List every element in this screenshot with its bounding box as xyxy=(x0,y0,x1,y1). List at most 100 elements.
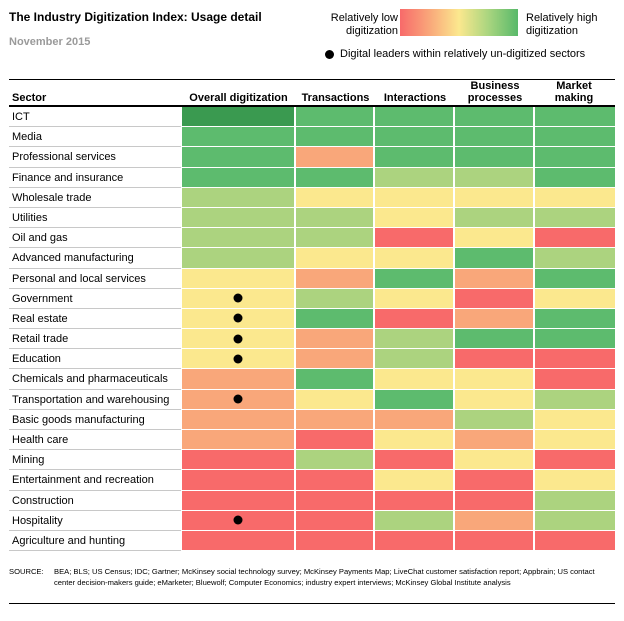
heatmap-cell xyxy=(375,248,453,268)
table-row: Media xyxy=(9,127,615,148)
row-divider xyxy=(9,348,181,350)
row-divider xyxy=(9,328,181,330)
heatmap-cell xyxy=(455,349,533,369)
heatmap-cell xyxy=(455,107,533,127)
sector-label: Media xyxy=(12,131,42,144)
legend-low-label: Relatively low digitization xyxy=(330,12,398,37)
heatmap-cell xyxy=(535,490,615,510)
heatmap-cell xyxy=(296,409,373,429)
heatmap-cell xyxy=(182,127,294,147)
heatmap-cell xyxy=(375,107,453,127)
sector-label: Professional services xyxy=(12,151,116,164)
row-divider xyxy=(9,146,181,148)
header-overall-digitization: Overall digitization xyxy=(189,92,288,104)
heatmap-cell xyxy=(455,490,533,510)
sector-label: Personal and local services xyxy=(12,272,146,285)
heatmap-cell xyxy=(455,329,533,349)
header-business-processes: Business processes xyxy=(467,80,523,104)
heatmap-cell xyxy=(535,288,615,308)
heatmap-cell xyxy=(455,268,533,288)
heatmap-cell xyxy=(182,409,294,429)
heatmap-cell xyxy=(375,228,453,248)
digital-leader-dot-icon xyxy=(233,354,243,364)
heatmap-cell xyxy=(455,308,533,329)
row-divider xyxy=(9,126,181,128)
heatmap-cell xyxy=(535,430,615,450)
digital-leader-dot-icon xyxy=(233,394,243,404)
heatmap-cell xyxy=(535,308,615,329)
chart-date: November 2015 xyxy=(9,36,91,48)
table-row: Advanced manufacturing xyxy=(9,248,615,269)
heatmap-cell xyxy=(535,167,615,187)
heatmap-cell xyxy=(455,430,533,450)
heatmap-cell xyxy=(455,510,533,530)
heatmap-cell xyxy=(375,127,453,147)
heatmap-cell xyxy=(535,470,615,490)
sector-label: Oil and gas xyxy=(12,232,68,245)
heatmap-cell xyxy=(182,107,294,127)
header-market-making: Market making xyxy=(554,80,594,104)
sector-label: Retail trade xyxy=(12,333,69,346)
sector-label: Agriculture and hunting xyxy=(12,534,126,547)
heatmap-cell xyxy=(375,430,453,450)
heatmap-cell xyxy=(375,167,453,187)
row-divider xyxy=(9,166,181,168)
table-row: Entertainment and recreation xyxy=(9,470,615,491)
table-row: Wholesale trade xyxy=(9,187,615,208)
heatmap-cell xyxy=(296,127,373,147)
legend-leader-dot-icon xyxy=(325,50,334,59)
heatmap-cell xyxy=(535,207,615,228)
heatmap-cell xyxy=(455,167,533,187)
heatmap-cell xyxy=(182,228,294,248)
table-row: ICT xyxy=(9,107,615,128)
legend-leader-note: Digital leaders within relatively un-dig… xyxy=(340,48,586,60)
sector-label: Education xyxy=(12,353,61,366)
heatmap-cell xyxy=(296,268,373,288)
heatmap-cell xyxy=(375,147,453,167)
heatmap-cell xyxy=(375,187,453,207)
heatmap-cell xyxy=(375,530,453,551)
digital-leader-dot-icon xyxy=(233,313,243,323)
heatmap-cell xyxy=(535,389,615,409)
heatmap-cell xyxy=(182,510,294,530)
header-rule xyxy=(9,105,615,107)
sector-label: Government xyxy=(12,292,73,305)
heatmap-cell xyxy=(296,147,373,167)
row-divider xyxy=(9,408,181,410)
table-row: Chemicals and pharmaceuticals xyxy=(9,369,615,390)
heatmap-cell xyxy=(182,207,294,228)
row-divider xyxy=(9,227,181,229)
row-divider xyxy=(9,206,181,208)
row-divider xyxy=(9,449,181,451)
heatmap-cell xyxy=(182,167,294,187)
table-row: Oil and gas xyxy=(9,228,615,249)
heatmap-cell xyxy=(296,369,373,389)
table-row: Professional services xyxy=(9,147,615,168)
heatmap-cell xyxy=(535,228,615,248)
row-divider xyxy=(9,388,181,390)
header-sector: Sector xyxy=(12,92,47,104)
table-row: Retail trade xyxy=(9,329,615,350)
heatmap-cell xyxy=(455,288,533,308)
heatmap-cell xyxy=(455,248,533,268)
row-divider xyxy=(9,307,181,309)
heatmap-cell xyxy=(455,450,533,470)
heatmap-cell xyxy=(182,248,294,268)
heatmap-cell xyxy=(455,207,533,228)
sector-label: Entertainment and recreation xyxy=(12,474,154,487)
heatmap-cell xyxy=(375,349,453,369)
chart-title: The Industry Digitization Index: Usage d… xyxy=(9,10,262,24)
table-row: Basic goods manufacturing xyxy=(9,409,615,430)
heatmap-cell xyxy=(182,288,294,308)
row-divider xyxy=(9,489,181,491)
row-divider xyxy=(9,529,181,531)
heatmap-cell xyxy=(535,369,615,389)
sector-label: Construction xyxy=(12,494,74,507)
heatmap-cell xyxy=(296,530,373,551)
heatmap-cell xyxy=(182,147,294,167)
heatmap-cell xyxy=(296,430,373,450)
heatmap-cell xyxy=(375,329,453,349)
heatmap-cell xyxy=(455,228,533,248)
heatmap-cell xyxy=(296,490,373,510)
table-row: Education xyxy=(9,349,615,370)
